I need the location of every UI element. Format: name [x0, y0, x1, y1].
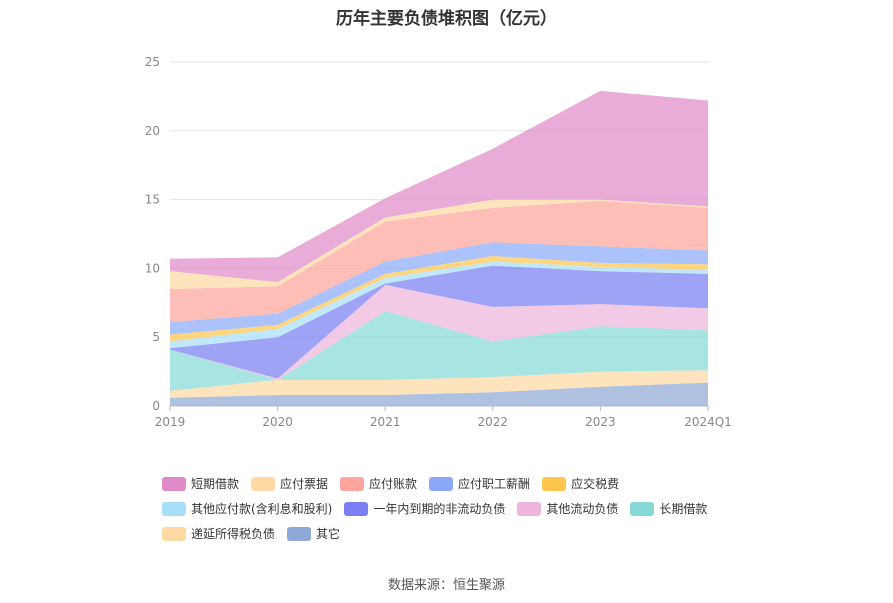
legend-row: 其他应付款(含利息和股利) 一年内到期的非流动负债 其他流动负债 长期借款 [162, 496, 762, 521]
legend-label: 其他应付款(含利息和股利) [191, 502, 333, 516]
legend-item[interactable]: 短期借款 [162, 475, 239, 492]
y-tick-label: 0 [152, 399, 160, 413]
x-tick-label: 2022 [478, 415, 509, 429]
legend-item[interactable]: 应付票据 [251, 475, 328, 492]
legend-label: 应付职工薪酬 [458, 477, 531, 491]
area-series-2 [170, 311, 708, 391]
area-series-10 [170, 90, 708, 283]
legend-item[interactable]: 应付账款 [340, 475, 417, 492]
legend-swatch [162, 526, 186, 541]
area-series [170, 90, 708, 406]
area-series-3 [170, 284, 708, 380]
legend-item[interactable]: 其他流动负债 [517, 500, 618, 517]
legend-label: 应交税费 [571, 477, 620, 491]
legend-swatch [517, 501, 542, 516]
y-tick-label: 15 [145, 193, 160, 207]
legend-label: 长期借款 [659, 502, 708, 516]
legend-row: 递延所得税负债 其它 [162, 521, 762, 546]
x-tick-label: 2019 [155, 415, 186, 429]
area-series-9 [170, 199, 708, 290]
x-tick-label: 2021 [370, 415, 401, 429]
x-tick-label: 2023 [585, 415, 616, 429]
area-series-4 [170, 265, 708, 379]
chart-title: 历年主要负债堆积图（亿元） [336, 9, 557, 29]
legend-swatch [251, 476, 276, 491]
legend-label: 短期借款 [191, 477, 240, 491]
legend: 短期借款 应付票据 应付账款 应付职工薪酬 应交税费 其他应付款(含利息和股利) 一年内到… [162, 471, 762, 546]
legend-item[interactable]: 一年内到期的非流动负债 [344, 500, 505, 517]
area-series-6 [170, 256, 708, 342]
y-tick-label: 25 [145, 55, 160, 69]
legend-swatch [162, 501, 186, 516]
source-note: 数据来源：恒生聚源 [387, 578, 505, 593]
legend-item[interactable]: 其他应付款(含利息和股利) [162, 500, 332, 517]
area-series-0 [170, 382, 708, 406]
legend-swatch [630, 501, 655, 516]
legend-swatch [162, 476, 186, 491]
legend-label: 应付账款 [369, 477, 418, 491]
axes: 0 5 10 15 20 25 2019 2020 2021 2022 2023 2024Q1 [145, 55, 732, 429]
legend-item[interactable]: 递延所得税负债 [162, 525, 275, 542]
y-tick-label: 10 [145, 261, 160, 275]
legend-item[interactable]: 其它 [287, 525, 340, 542]
legend-swatch [344, 501, 369, 516]
legend-label: 一年内到期的非流动负债 [373, 502, 506, 516]
area-series-8 [170, 200, 708, 323]
legend-item[interactable]: 应付职工薪酬 [429, 475, 530, 492]
x-tick-label: 2020 [262, 415, 293, 429]
legend-item[interactable]: 长期借款 [630, 500, 707, 517]
legend-swatch [340, 476, 365, 491]
x-tick-label: 2024Q1 [684, 415, 732, 429]
area-series-5 [170, 261, 708, 349]
legend-label: 其它 [316, 527, 341, 541]
area-series-1 [170, 370, 708, 398]
legend-swatch [542, 476, 567, 491]
legend-item[interactable]: 应交税费 [542, 475, 619, 492]
legend-label: 其他流动负债 [546, 502, 619, 516]
area-series-7 [170, 242, 708, 335]
y-tick-label: 20 [145, 124, 160, 138]
legend-swatch [429, 476, 454, 491]
legend-label: 递延所得税负债 [191, 527, 276, 541]
y-tick-label: 5 [152, 330, 160, 344]
legend-swatch [287, 526, 312, 541]
legend-row: 短期借款 应付票据 应付账款 应付职工薪酬 应交税费 [162, 471, 762, 496]
legend-label: 应付票据 [280, 477, 329, 491]
